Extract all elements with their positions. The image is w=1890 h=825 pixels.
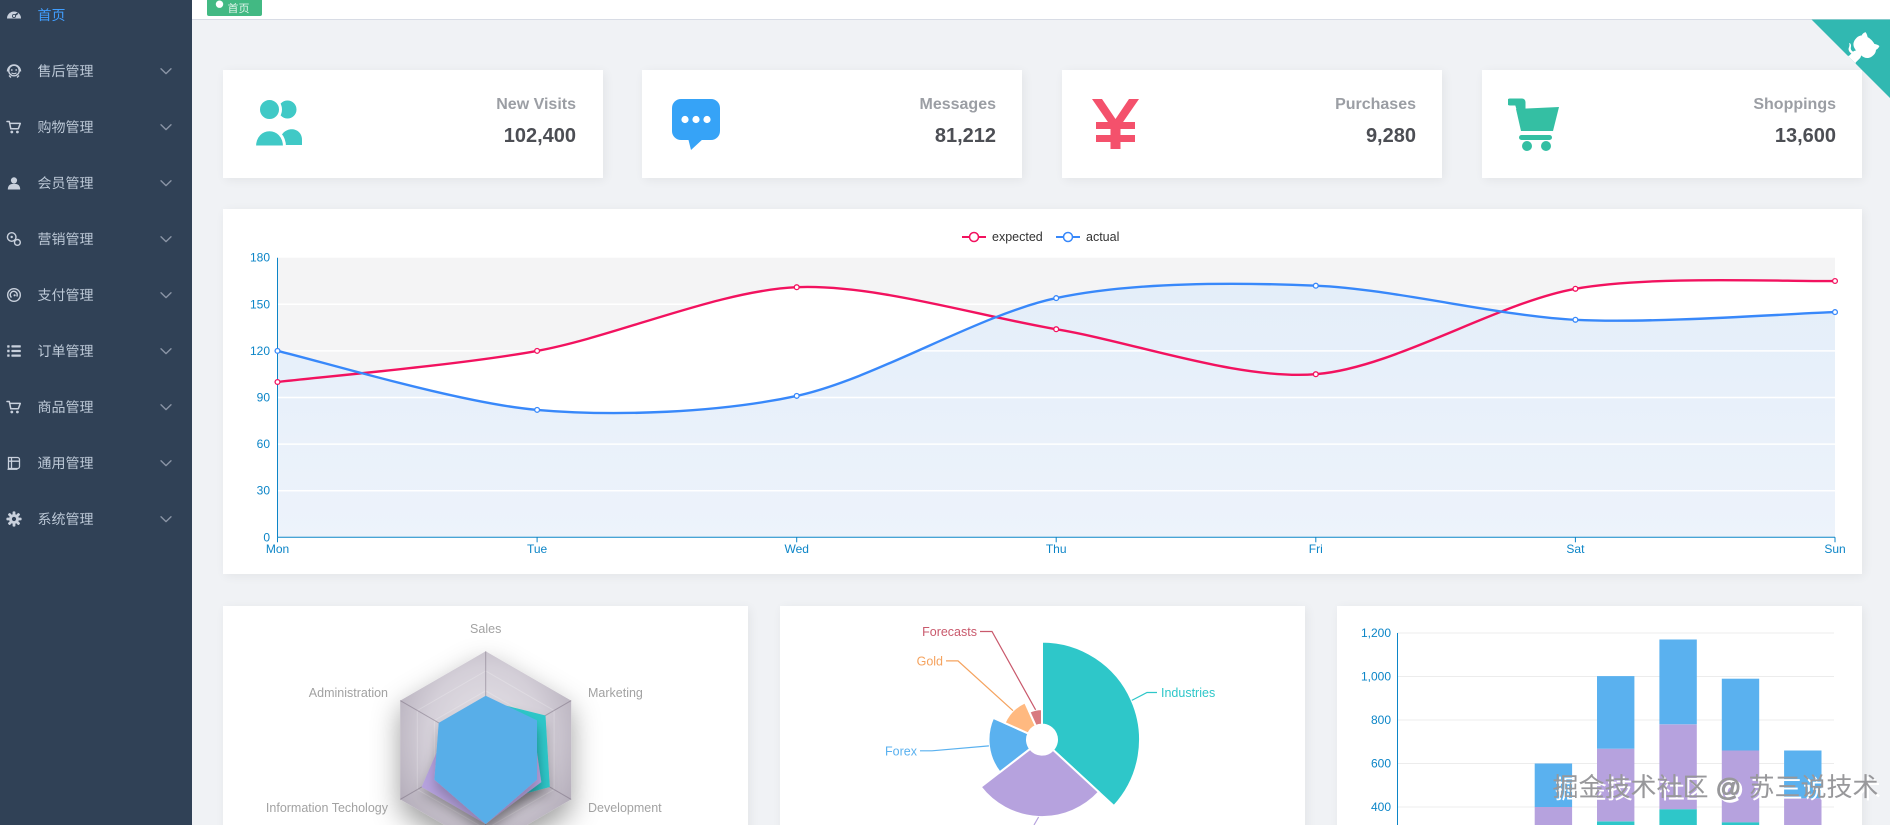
svg-text:30: 30 xyxy=(257,484,271,498)
svg-text:90: 90 xyxy=(257,391,271,405)
svg-text:0: 0 xyxy=(263,530,270,544)
svg-text:Development: Development xyxy=(588,801,662,815)
svg-text:60: 60 xyxy=(257,437,271,451)
svg-text:@: @ xyxy=(1716,774,1741,802)
svg-text:actual: actual xyxy=(1086,230,1119,244)
svg-text:Industries: Industries xyxy=(1161,686,1215,700)
svg-text:@: @ xyxy=(1718,776,1743,804)
svg-text:1,200: 1,200 xyxy=(1361,626,1391,640)
svg-text:Sat: Sat xyxy=(1566,542,1585,556)
svg-text:180: 180 xyxy=(250,251,270,265)
svg-text:Administration: Administration xyxy=(309,686,388,700)
svg-text:1,000: 1,000 xyxy=(1361,670,1391,684)
svg-text:Sun: Sun xyxy=(1824,542,1845,556)
svg-text:expected: expected xyxy=(992,230,1043,244)
svg-text:Tue: Tue xyxy=(527,542,548,556)
svg-text:Thu: Thu xyxy=(1046,542,1067,556)
svg-text:Mon: Mon xyxy=(266,542,289,556)
svg-text:Wed: Wed xyxy=(784,542,808,556)
svg-text:120: 120 xyxy=(250,344,270,358)
svg-text:600: 600 xyxy=(1371,757,1391,771)
svg-text:Marketing: Marketing xyxy=(588,686,643,700)
svg-text:Gold: Gold xyxy=(917,655,943,669)
svg-text:400: 400 xyxy=(1371,800,1391,814)
svg-text:Forecasts: Forecasts xyxy=(922,625,977,639)
svg-text:Fri: Fri xyxy=(1309,542,1323,556)
svg-text:Forex: Forex xyxy=(885,745,918,759)
svg-text:Sales: Sales xyxy=(470,622,501,636)
svg-text:150: 150 xyxy=(250,297,270,311)
svg-text:Information Techology: Information Techology xyxy=(266,801,389,815)
svg-text:800: 800 xyxy=(1371,713,1391,727)
